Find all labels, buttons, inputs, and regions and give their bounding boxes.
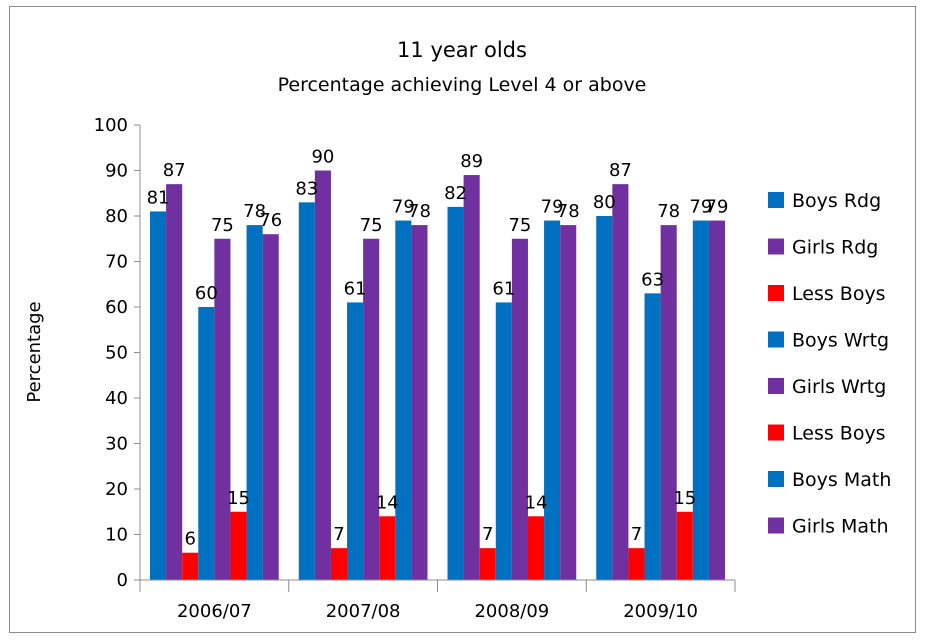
- bar: [330, 548, 348, 580]
- data-label: 81: [147, 187, 170, 208]
- legend-label: Less Boys: [792, 283, 886, 305]
- bar: [298, 202, 315, 580]
- data-label: 7: [333, 524, 344, 545]
- bar: [214, 238, 231, 580]
- legend-label: Boys Math: [792, 469, 891, 491]
- bar: [246, 225, 263, 580]
- legend-swatch: [768, 424, 784, 441]
- data-label: 15: [227, 488, 250, 509]
- data-label: 76: [259, 210, 282, 231]
- legend-label: Girls Math: [792, 516, 889, 538]
- y-tick-label: 40: [105, 388, 128, 409]
- data-label: 79: [541, 197, 564, 218]
- data-label: 75: [508, 215, 531, 236]
- bar: [314, 170, 331, 580]
- legend-swatch: [768, 471, 784, 487]
- bar: [612, 184, 629, 580]
- data-label: 89: [460, 151, 483, 172]
- bar: [395, 220, 412, 581]
- bar: [479, 548, 496, 580]
- bar: [150, 211, 167, 580]
- data-label: 79: [706, 197, 729, 218]
- y-tick-label: 30: [105, 434, 128, 455]
- legend-swatch: [768, 285, 784, 301]
- data-label: 87: [609, 160, 632, 181]
- y-tick-label: 100: [94, 115, 128, 136]
- data-label: 14: [525, 492, 548, 513]
- legend-swatch: [768, 331, 784, 348]
- data-label: 60: [195, 283, 218, 304]
- legend-label: Girls Wrtg: [792, 376, 886, 398]
- chart-title: 11 year olds: [397, 38, 527, 62]
- data-label: 80: [593, 192, 616, 213]
- data-label: 83: [295, 178, 318, 199]
- bar: [230, 511, 247, 580]
- data-label: 75: [360, 215, 383, 236]
- legend-label: Girls Rdg: [792, 237, 878, 259]
- bar: [628, 548, 645, 580]
- bar: [560, 225, 577, 580]
- y-tick-label: 20: [105, 479, 128, 500]
- bar: [262, 234, 279, 580]
- y-tick-label: 90: [105, 161, 128, 182]
- data-label: 79: [392, 197, 415, 218]
- bar: [363, 238, 380, 580]
- bar: [495, 302, 512, 580]
- data-label: 90: [311, 147, 334, 168]
- data-label: 78: [408, 201, 431, 222]
- legend-label: Less Boys: [792, 423, 886, 445]
- bar: [463, 175, 480, 581]
- bar: [447, 206, 464, 580]
- data-label: 82: [444, 183, 467, 204]
- data-label: 78: [243, 201, 266, 222]
- data-label: 7: [631, 524, 642, 545]
- data-label: 78: [557, 201, 580, 222]
- data-label: 75: [211, 215, 234, 236]
- data-label: 78: [657, 201, 680, 222]
- bar: [182, 552, 199, 580]
- y-tick-label: 50: [105, 343, 128, 364]
- data-label: 63: [641, 269, 664, 290]
- x-tick-label: 2008/09: [474, 601, 549, 622]
- bar: [708, 220, 725, 581]
- bar: [660, 225, 677, 580]
- bar: [692, 220, 709, 581]
- chart-subtitle: Percentage achieving Level 4 or above: [278, 74, 647, 96]
- bar: [166, 184, 183, 580]
- bar: [411, 225, 428, 580]
- data-label: 7: [482, 524, 493, 545]
- legend-swatch: [768, 238, 784, 255]
- bar: [596, 216, 613, 580]
- legend-swatch: [768, 517, 784, 534]
- legend-swatch: [768, 378, 784, 394]
- bar: [379, 516, 396, 580]
- data-label: 61: [492, 278, 515, 299]
- bar: [198, 307, 215, 580]
- x-tick-label: 2007/08: [326, 601, 401, 622]
- data-label: 6: [185, 529, 196, 550]
- data-label: 79: [689, 197, 712, 218]
- data-label: 15: [673, 488, 696, 509]
- data-label: 87: [163, 160, 186, 181]
- y-tick-label: 60: [105, 297, 128, 318]
- bar: [676, 511, 693, 580]
- bar: [347, 302, 364, 580]
- y-tick-label: 70: [105, 252, 128, 273]
- y-tick-label: 10: [105, 525, 128, 546]
- legend-label: Boys Rdg: [792, 190, 881, 212]
- data-label: 14: [376, 492, 399, 513]
- y-tick-label: 80: [105, 206, 128, 227]
- x-tick-label: 2006/07: [177, 601, 252, 622]
- x-tick-label: 2009/10: [623, 601, 698, 622]
- data-label: 61: [344, 278, 367, 299]
- y-axis-label: Percentage: [24, 301, 45, 402]
- bar: [511, 238, 528, 580]
- bar: [644, 293, 661, 580]
- legend-label: Boys Wrtg: [792, 330, 889, 352]
- y-tick-label: 0: [117, 570, 128, 591]
- bar: [544, 220, 561, 581]
- legend-swatch: [768, 192, 784, 208]
- bar: [527, 516, 545, 580]
